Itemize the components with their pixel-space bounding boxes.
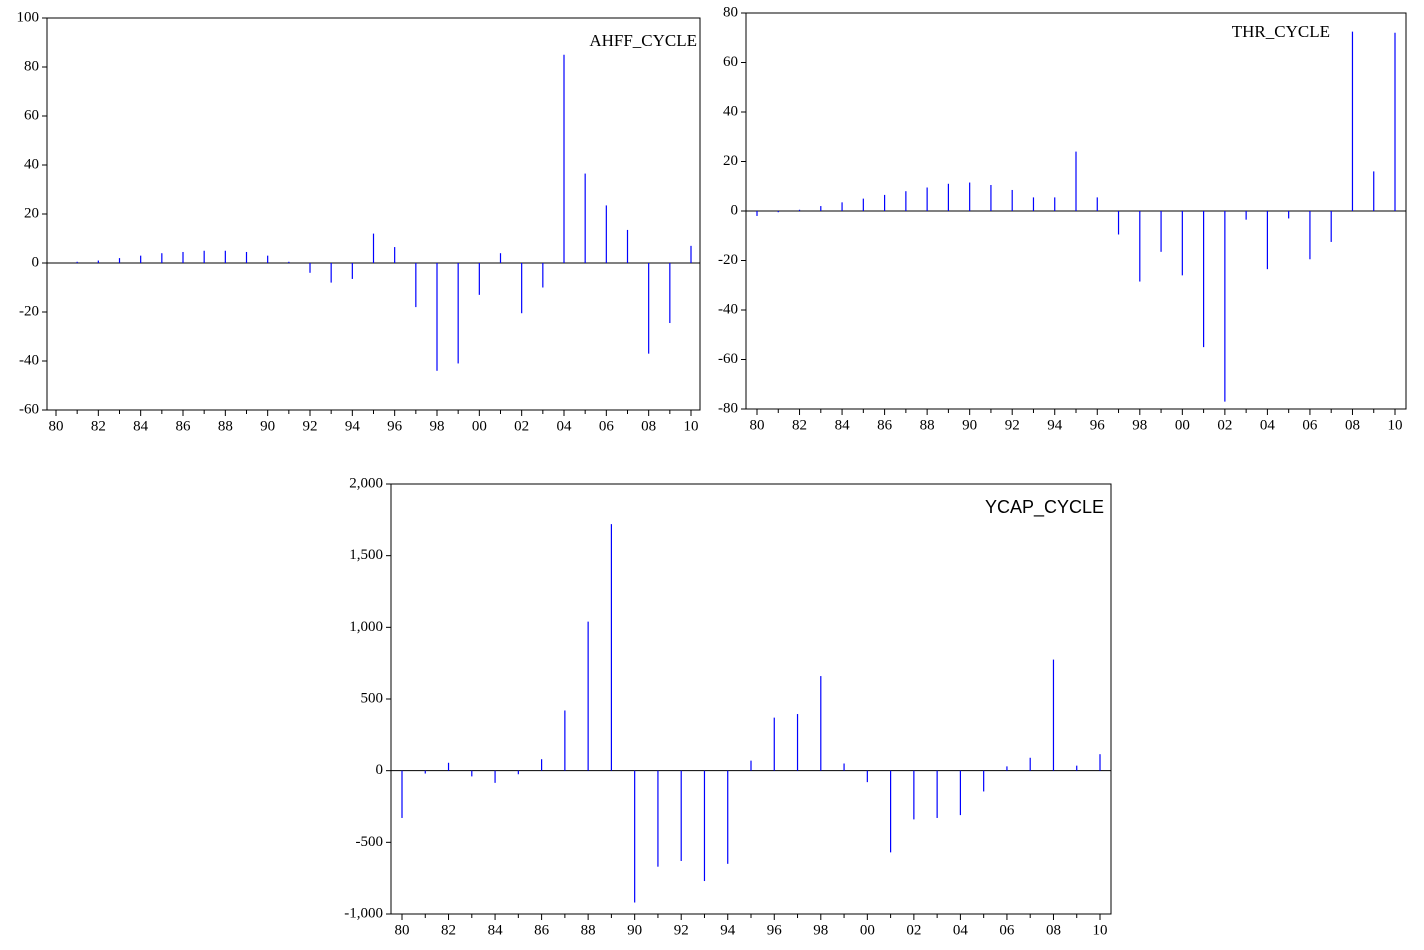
y-tick-label: 1,500	[349, 547, 383, 563]
y-tick-label: -60	[19, 401, 39, 417]
x-tick-label: 92	[303, 418, 318, 434]
x-tick-label: 06	[999, 922, 1015, 938]
y-tick-label: 1,000	[349, 619, 383, 635]
x-tick-label: 88	[581, 922, 596, 938]
x-tick-label: 90	[627, 922, 642, 938]
y-tick-label: 80	[24, 58, 39, 74]
x-tick-label: 08	[1046, 922, 1061, 938]
x-tick-label: 88	[920, 417, 935, 433]
x-tick-label: 00	[472, 418, 487, 434]
x-tick-label: 98	[1132, 417, 1147, 433]
x-tick-label: 90	[962, 417, 977, 433]
plot-frame	[390, 483, 1112, 915]
x-tick-label: 02	[906, 922, 921, 938]
x-tick-label: 96	[387, 418, 403, 434]
x-tick-label: 80	[49, 418, 64, 434]
chart-title: THR_CYCLE	[1232, 22, 1330, 41]
y-tick-label: -80	[718, 400, 738, 416]
y-tick-label: 500	[361, 690, 384, 706]
y-tick-label: 0	[731, 202, 739, 218]
x-tick-label: 94	[1047, 417, 1063, 433]
y-tick-label: 40	[723, 103, 738, 119]
x-tick-label: 00	[1175, 417, 1190, 433]
y-tick-label: 20	[723, 153, 738, 169]
x-tick-label: 82	[91, 418, 106, 434]
x-tick-label: 00	[860, 922, 875, 938]
y-tick-label: 60	[24, 107, 39, 123]
x-tick-label: 92	[1005, 417, 1020, 433]
x-tick-label: 10	[1388, 417, 1403, 433]
x-tick-label: 82	[441, 922, 456, 938]
x-tick-label: 80	[750, 417, 765, 433]
x-tick-label: 08	[641, 418, 656, 434]
y-tick-label: -20	[718, 252, 738, 268]
plot-frame	[46, 17, 701, 411]
x-tick-label: 86	[534, 922, 550, 938]
x-tick-label: 06	[599, 418, 615, 434]
y-tick-label: -20	[19, 303, 39, 319]
chart-title: YCAP_CYCLE	[985, 497, 1104, 518]
x-tick-label: 04	[953, 922, 969, 938]
x-tick-label: 96	[767, 922, 783, 938]
x-tick-label: 04	[557, 418, 573, 434]
x-tick-label: 98	[430, 418, 445, 434]
x-tick-label: 80	[395, 922, 410, 938]
x-tick-label: 08	[1345, 417, 1360, 433]
y-tick-label: 40	[24, 156, 39, 172]
x-tick-label: 88	[218, 418, 233, 434]
x-tick-label: 98	[813, 922, 828, 938]
y-tick-label: 0	[32, 254, 40, 270]
y-tick-label: 60	[723, 54, 738, 70]
x-tick-label: 10	[1093, 922, 1108, 938]
x-tick-label: 10	[684, 418, 699, 434]
x-tick-label: 02	[1217, 417, 1232, 433]
x-tick-label: 84	[835, 417, 851, 433]
chart-title: AHFF_CYCLE	[589, 31, 697, 50]
y-tick-label: -40	[718, 301, 738, 317]
x-tick-label: 02	[514, 418, 529, 434]
y-tick-label: 100	[17, 9, 40, 25]
x-tick-label: 86	[176, 418, 192, 434]
x-tick-label: 92	[674, 922, 689, 938]
y-tick-label: -60	[718, 351, 738, 367]
x-tick-label: 86	[877, 417, 893, 433]
y-tick-label: -1,000	[344, 905, 383, 921]
y-tick-label: 0	[376, 762, 384, 778]
x-tick-label: 84	[133, 418, 149, 434]
x-tick-label: 90	[260, 418, 275, 434]
x-tick-label: 84	[488, 922, 504, 938]
y-tick-label: 80	[723, 4, 738, 20]
y-tick-label: -500	[356, 834, 384, 850]
x-tick-label: 96	[1090, 417, 1106, 433]
x-tick-label: 82	[792, 417, 807, 433]
x-tick-label: 94	[345, 418, 361, 434]
y-tick-label: -40	[19, 352, 39, 368]
x-tick-label: 06	[1302, 417, 1318, 433]
x-tick-label: 94	[720, 922, 736, 938]
y-tick-label: 2,000	[349, 475, 383, 491]
x-tick-label: 04	[1260, 417, 1276, 433]
y-tick-label: 20	[24, 205, 39, 221]
